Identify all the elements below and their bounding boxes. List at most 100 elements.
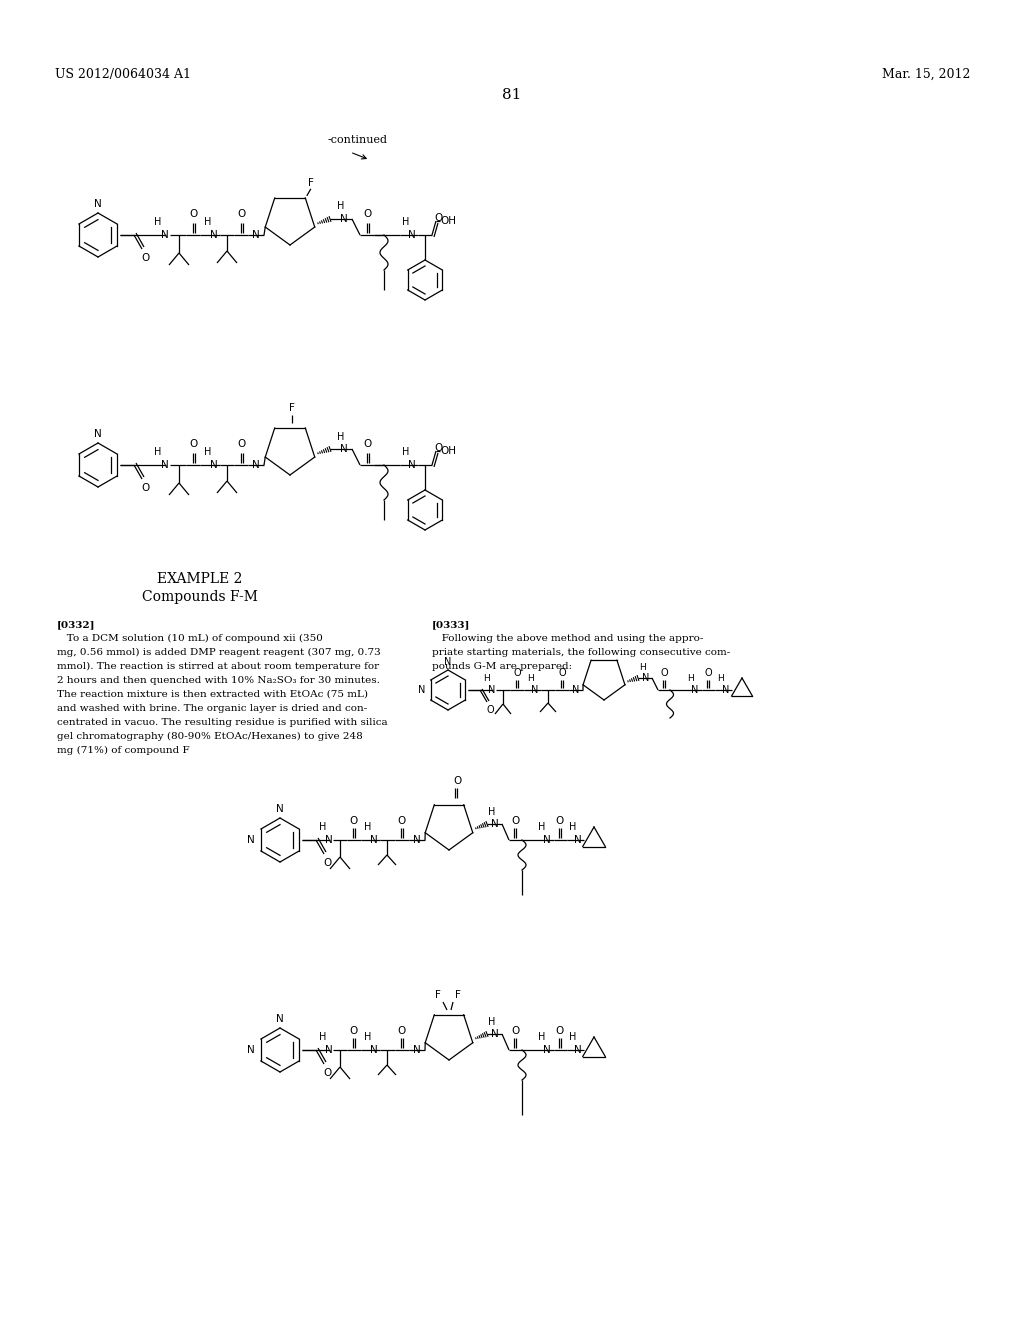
Text: N: N [409,230,416,240]
Text: N: N [326,836,333,845]
Text: O: O [238,440,246,449]
Text: O: O [350,816,358,826]
Text: 81: 81 [503,88,521,102]
Text: and washed with brine. The organic layer is dried and con-: and washed with brine. The organic layer… [57,704,368,713]
Text: O: O [142,483,151,492]
Text: H: H [205,216,212,227]
Text: OH: OH [440,446,456,455]
Text: H: H [337,432,345,442]
Text: H: H [365,822,372,832]
Text: H: H [687,675,693,682]
Text: H: H [640,663,646,672]
Text: mg (71%) of compound F: mg (71%) of compound F [57,746,189,755]
Text: O: O [324,858,332,869]
Text: O: O [398,816,407,826]
Text: mg, 0.56 mmol) is added DMP reagent reagent (307 mg, 0.73: mg, 0.56 mmol) is added DMP reagent reag… [57,648,381,657]
Text: O: O [660,668,668,678]
Text: O: O [511,816,519,826]
Text: To a DCM solution (10 mL) of compound xii (350: To a DCM solution (10 mL) of compound xi… [57,634,323,643]
Text: N: N [574,836,582,845]
Text: gel chromatography (80-90% EtOAc/Hexanes) to give 248: gel chromatography (80-90% EtOAc/Hexanes… [57,733,362,741]
Text: N: N [691,685,698,696]
Text: H: H [365,1032,372,1041]
Text: N: N [531,685,539,696]
Text: O: O [350,1026,358,1036]
Text: N: N [252,230,260,240]
Text: H: H [569,822,577,832]
Text: O: O [364,440,372,449]
Text: N: N [340,444,348,454]
Text: H: H [526,675,534,682]
Text: N: N [409,459,416,470]
Text: pounds G-M are prepared:: pounds G-M are prepared: [432,663,572,671]
Text: Compounds F-M: Compounds F-M [142,590,258,605]
Text: N: N [276,1014,284,1024]
Text: O: O [558,668,566,678]
Text: N: N [413,836,421,845]
Text: The reaction mixture is then extracted with EtOAc (75 mL): The reaction mixture is then extracted w… [57,690,368,700]
Text: O: O [511,1026,519,1036]
Text: N: N [247,836,255,845]
Text: H: H [488,807,496,817]
Text: N: N [572,685,580,696]
Text: Following the above method and using the appro-: Following the above method and using the… [432,634,703,643]
Text: O: O [556,1026,564,1036]
Text: O: O [556,816,564,826]
Text: N: N [492,1030,499,1039]
Text: N: N [252,459,260,470]
Text: O: O [238,209,246,219]
Text: N: N [722,685,730,696]
Text: H: H [718,675,724,682]
Text: H: H [337,201,345,211]
Text: H: H [155,216,162,227]
Text: N: N [210,459,218,470]
Text: centrated in vacuo. The resulting residue is purified with silica: centrated in vacuo. The resulting residu… [57,718,388,727]
Text: N: N [94,199,101,209]
Text: N: N [574,1045,582,1055]
Text: N: N [340,214,348,224]
Text: N: N [418,685,425,696]
Text: H: H [319,822,327,832]
Text: H: H [402,216,410,227]
Text: H: H [155,447,162,457]
Text: O: O [434,213,442,223]
Text: [0332]: [0332] [57,620,95,630]
Text: F: F [455,990,461,1001]
Text: US 2012/0064034 A1: US 2012/0064034 A1 [55,69,191,81]
Text: N: N [161,230,169,240]
Text: N: N [370,1045,378,1055]
Text: O: O [364,209,372,219]
Text: N: N [492,818,499,829]
Text: -continued: -continued [328,135,388,145]
Text: H: H [488,1016,496,1027]
Text: N: N [94,429,101,440]
Text: H: H [402,447,410,457]
Text: N: N [413,1045,421,1055]
Text: [0333]: [0333] [432,620,470,630]
Text: O: O [453,776,461,785]
Text: F: F [308,178,313,187]
Text: H: H [539,822,546,832]
Text: N: N [642,673,649,682]
Text: H: H [569,1032,577,1041]
Text: H: H [319,1032,327,1041]
Text: F: F [289,403,295,413]
Text: O: O [189,209,198,219]
Text: N: N [247,1045,255,1055]
Text: N: N [543,836,551,845]
Text: H: H [205,447,212,457]
Text: priate starting materials, the following consecutive com-: priate starting materials, the following… [432,648,730,657]
Text: N: N [444,657,452,667]
Text: N: N [161,459,169,470]
Text: O: O [324,1068,332,1078]
Text: O: O [486,705,494,715]
Text: O: O [142,253,151,263]
Text: H: H [482,675,489,682]
Text: N: N [370,836,378,845]
Text: N: N [543,1045,551,1055]
Text: F: F [435,990,441,1001]
Text: mmol). The reaction is stirred at about room temperature for: mmol). The reaction is stirred at about … [57,663,379,671]
Text: 2 hours and then quenched with 10% Na₂SO₃ for 30 minutes.: 2 hours and then quenched with 10% Na₂SO… [57,676,380,685]
Text: EXAMPLE 2: EXAMPLE 2 [158,572,243,586]
Text: N: N [210,230,218,240]
